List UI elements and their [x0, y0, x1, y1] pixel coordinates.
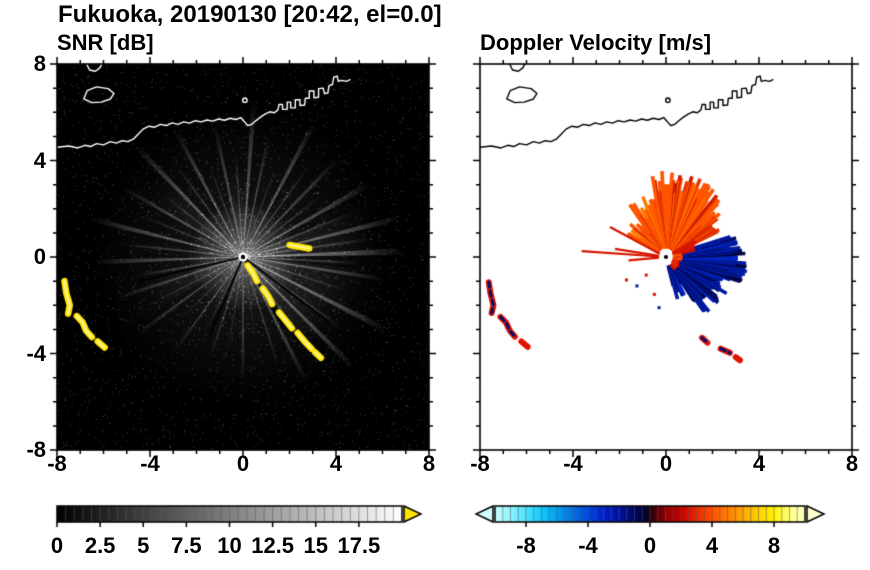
velocity-x-tick-label: 8: [845, 451, 859, 476]
figure-title: Fukuoka, 20190130 [20:42, el=0.0]: [58, 1, 442, 28]
snr-colorbar: [55, 500, 435, 530]
velocity-colorbar-tick-label: -4: [578, 533, 598, 558]
snr-colorbar-tick-label: 0: [50, 533, 64, 558]
snr-colorbar-tick-label: 7.5: [171, 533, 202, 558]
velocity-x-tick-label: 0: [659, 451, 673, 476]
velocity-colorbar-tick-label: -8: [516, 533, 536, 558]
snr-colorbar-tick-label: 2.5: [84, 533, 116, 558]
velocity-colorbar-tick-label: 8: [767, 533, 781, 558]
velocity-radar-plot: [471, 55, 861, 459]
velocity-x-tick-label: 4: [752, 451, 766, 476]
snr-y-tick-label: -8: [26, 437, 46, 462]
snr-x-tick-label: 0: [236, 451, 250, 476]
snr-x-tick-label: 4: [329, 451, 343, 476]
snr-y-tick-label: 4: [33, 147, 46, 173]
snr-colorbar-tick-label: 12.5: [251, 533, 295, 558]
snr-y-tick-label: -4: [26, 340, 46, 366]
velocity-colorbar-tick-label: 4: [705, 533, 719, 558]
snr-y-tick-label: 0: [33, 244, 46, 269]
velocity-panel-title: Doppler Velocity [m/s]: [480, 30, 712, 55]
snr-x-tick-label: 8: [422, 451, 436, 476]
velocity-colorbar-tick-label: 0: [643, 533, 657, 558]
snr-radar-plot: [48, 55, 438, 459]
snr-colorbar-tick-label: 10: [217, 533, 242, 558]
snr-x-tick-label: -4: [140, 451, 160, 476]
snr-y-tick-label: 8: [33, 51, 46, 76]
snr-colorbar-tick-label: 5: [137, 533, 150, 558]
snr-x-tick-label: -8: [47, 451, 67, 476]
velocity-colorbar: [471, 500, 831, 530]
velocity-x-tick-label: -4: [563, 451, 583, 476]
snr-colorbar-tick-label: 15: [303, 533, 328, 558]
snr-colorbar-tick-label: 17.5: [337, 533, 381, 558]
snr-panel-title: SNR [dB]: [57, 30, 154, 55]
velocity-x-tick-label: -8: [470, 451, 490, 476]
